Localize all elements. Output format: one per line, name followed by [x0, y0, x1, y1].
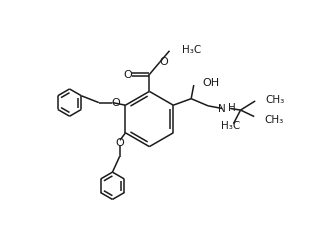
- Text: H₃C: H₃C: [182, 45, 201, 55]
- Text: O: O: [160, 57, 168, 67]
- Text: H₃C: H₃C: [221, 121, 240, 131]
- Text: CH₃: CH₃: [264, 114, 283, 124]
- Text: O: O: [111, 98, 120, 108]
- Text: N: N: [218, 104, 226, 114]
- Text: CH₃: CH₃: [266, 95, 285, 105]
- Text: OH: OH: [202, 78, 219, 88]
- Text: O: O: [123, 70, 132, 80]
- Text: O: O: [115, 137, 124, 147]
- Text: H: H: [228, 103, 235, 113]
